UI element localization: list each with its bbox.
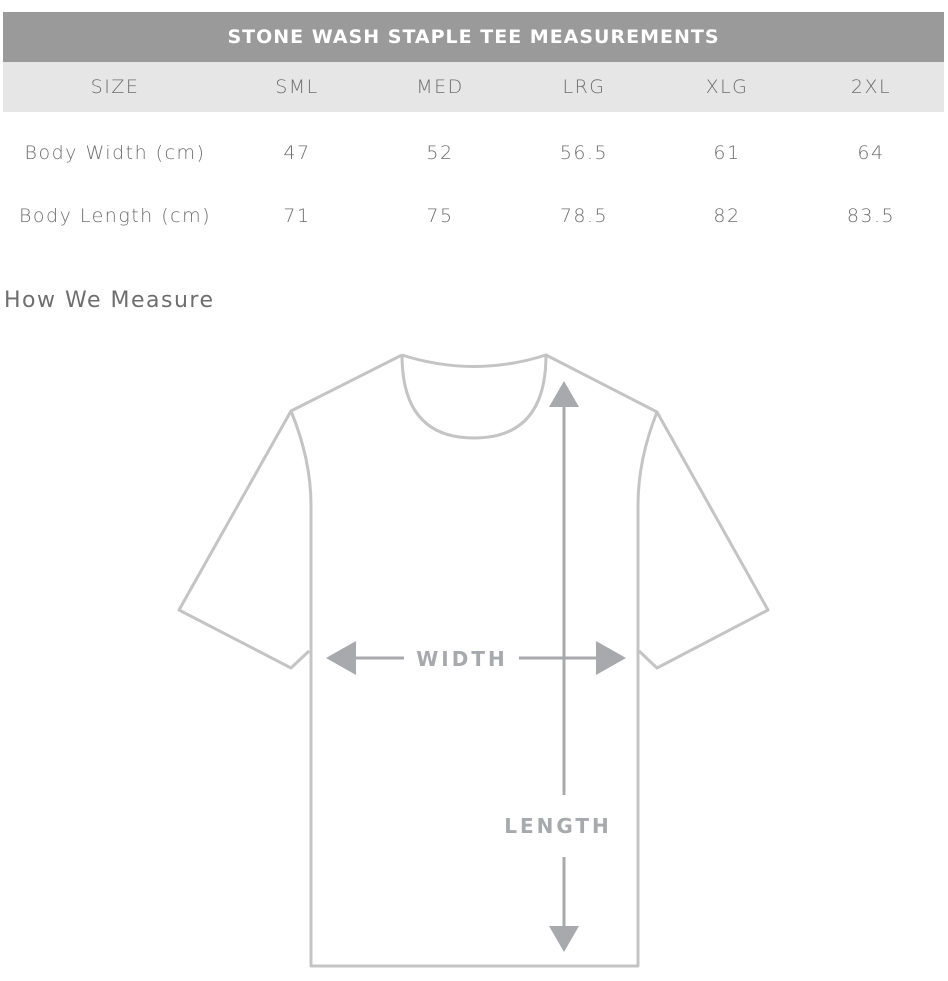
width-label: WIDTH [416, 647, 507, 671]
size-header-label: SIZE [90, 76, 140, 98]
size-sml: SML [275, 76, 319, 98]
cell-value: 83.5 [846, 205, 896, 227]
row-label: Body Length (cm) [18, 205, 212, 227]
tshirt-outline [177, 353, 770, 968]
cell-value: 56.5 [559, 142, 609, 164]
arrow-down-icon [549, 926, 579, 952]
cell-value: 82 [713, 205, 741, 227]
table-row-body-length: Body Length (cm) 71 75 78.5 82 83.5 [3, 191, 944, 241]
size-2xl: 2XL [850, 76, 892, 98]
arrow-left-icon [326, 641, 356, 675]
how-we-measure-heading: How We Measure [4, 288, 215, 313]
cell-value: 78.5 [559, 205, 609, 227]
table-row-body-width: Body Width (cm) 47 52 56.5 61 64 [3, 128, 944, 178]
arrow-up-icon [549, 381, 579, 407]
row-label: Body Width (cm) [24, 142, 206, 164]
cell-value: 64 [857, 142, 885, 164]
size-lrg: LRG [562, 76, 606, 98]
cell-value: 61 [713, 142, 741, 164]
tshirt-neckline [400, 354, 548, 440]
length-label: LENGTH [504, 814, 612, 838]
size-xlg: XLG [705, 76, 749, 98]
cell-value: 52 [426, 142, 454, 164]
cell-value: 71 [283, 205, 311, 227]
arrow-right-icon [596, 641, 626, 675]
cell-value: 75 [426, 205, 454, 227]
cell-value: 47 [283, 142, 311, 164]
table-title: STONE WASH STAPLE TEE MEASUREMENTS [3, 12, 944, 62]
size-med: MED [416, 76, 464, 98]
size-header-row: SIZE SML MED LRG XLG 2XL [3, 62, 944, 112]
